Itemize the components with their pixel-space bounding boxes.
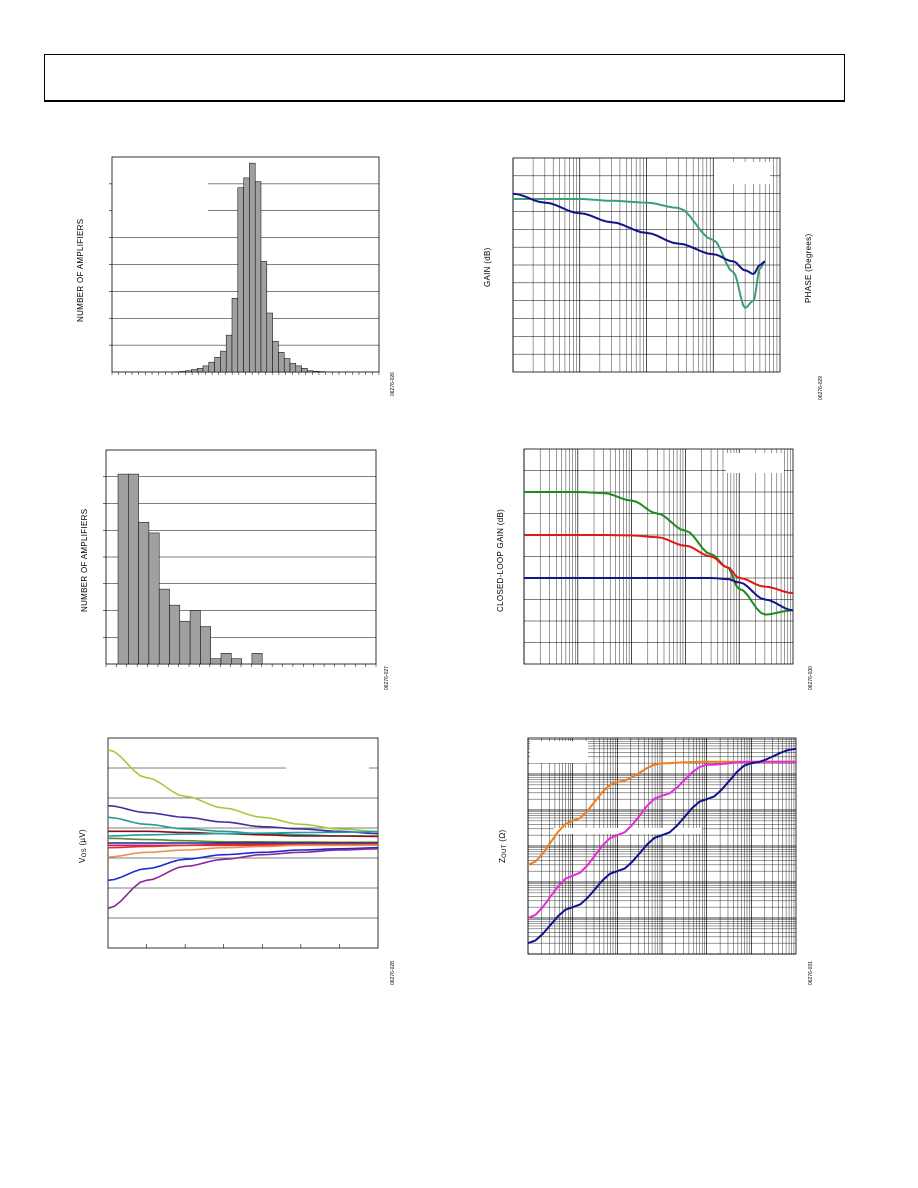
vos-series-6 xyxy=(107,837,378,844)
vos-series-5 xyxy=(107,831,378,837)
offset-histogram-bar xyxy=(225,334,233,373)
gain-phase-frame xyxy=(512,157,781,373)
zout-z2-curve xyxy=(527,760,796,919)
closed-loop-gain-high-curve xyxy=(524,491,794,616)
offset-histogram-bar xyxy=(231,298,239,373)
tcvos-histogram-bar xyxy=(179,620,191,665)
offset-histogram-bar xyxy=(237,187,244,373)
gain-phase-legend-box xyxy=(714,162,770,184)
tcvos-histogram-bar xyxy=(200,626,211,665)
zout-frame xyxy=(527,737,797,955)
tcvos-histogram-bar xyxy=(138,521,150,665)
vos-series-2 xyxy=(107,804,379,835)
offset-histogram-bar xyxy=(260,261,268,373)
offset-histogram-panel: NUMBER OF AMPLIFIERS 06276-026 xyxy=(70,150,410,410)
offset-histogram-bar xyxy=(266,312,273,373)
offset-histogram-figure-code: 06276-026 xyxy=(390,372,396,396)
closed-loop-gain-legend-box xyxy=(726,453,784,473)
gain-phase-chart xyxy=(512,157,781,373)
tcvos-histogram-bar xyxy=(210,658,222,665)
offset-histogram-bar xyxy=(214,357,221,373)
vos-series-11 xyxy=(107,846,379,882)
vos-panel: VOS (µV) 06276-028 xyxy=(70,730,410,992)
tcvos-histogram-bar xyxy=(158,588,170,665)
offset-histogram-bar xyxy=(191,369,198,373)
vos-chart xyxy=(107,737,379,949)
closed-loop-gain-chart xyxy=(523,448,794,665)
tcvos-histogram-bar xyxy=(128,473,139,665)
closed-loop-gain-panel: CLOSED-LOOP GAIN (dB) 06276-030 xyxy=(490,440,840,700)
offset-histogram-bar xyxy=(196,368,204,373)
tcvos-histogram-bar xyxy=(251,653,263,665)
offset-histogram-bar xyxy=(243,177,250,373)
offset-histogram-bar xyxy=(295,365,302,373)
offset-histogram-bar xyxy=(185,370,192,373)
zout-legend-box xyxy=(530,741,588,763)
offset-histogram-bar xyxy=(272,341,279,373)
zout-label-gap xyxy=(554,828,702,834)
offset-histogram-chart xyxy=(109,156,380,375)
vos-series-9 xyxy=(107,843,378,849)
tcvos-histogram-bar xyxy=(231,658,242,665)
offset-histogram-bar xyxy=(283,358,291,373)
zout-z3-curve xyxy=(527,747,797,945)
phase-curve xyxy=(513,198,766,309)
tcvos-histogram-bar xyxy=(189,610,201,665)
offset-histogram-bar xyxy=(202,365,210,373)
closed-loop-gain-mid-curve xyxy=(524,534,794,595)
vos-figure-code: 06276-028 xyxy=(390,961,396,985)
closed-loop-gain-low-curve xyxy=(524,577,794,612)
tcvos-histogram-bar xyxy=(220,653,232,665)
zout-panel: ZOUT (Ω) 06276-031 xyxy=(490,730,840,992)
gain-phase-panel: GAIN (dB) PHASE (Degrees) 06276-029 xyxy=(478,150,838,410)
offset-histogram-bar xyxy=(301,368,308,373)
closed-loop-gain-figure-code: 06276-030 xyxy=(808,666,814,690)
gain-curve xyxy=(512,192,766,275)
tcvos-histogram-panel: NUMBER OF AMPLIFIERS 06276-027 xyxy=(70,440,410,700)
tcvos-histogram-bar xyxy=(169,604,181,665)
offset-histogram-bar xyxy=(307,370,314,373)
vos-series-10 xyxy=(107,844,378,858)
vos-series-12 xyxy=(107,848,379,910)
tcvos-histogram-chart xyxy=(103,449,377,667)
offset-histogram-bar xyxy=(249,162,256,373)
zout-figure-code: 06276-031 xyxy=(808,961,814,985)
offset-histogram-bar xyxy=(278,352,285,373)
phase-y-label: PHASE (Degrees) xyxy=(804,233,813,303)
tcvos-histogram-bar xyxy=(117,473,129,665)
vos-series-4 xyxy=(108,830,379,838)
offset-histogram-bar xyxy=(312,371,320,373)
closed-loop-gain-frame xyxy=(523,448,794,665)
zout-chart xyxy=(527,737,797,955)
vos-series-1 xyxy=(107,748,379,833)
tcvos-histogram-bar xyxy=(148,532,160,665)
tcvos-histogram-figure-code: 06276-027 xyxy=(384,666,390,690)
gain-phase-figure-code: 06276-029 xyxy=(818,376,824,400)
page-header-box xyxy=(44,54,845,102)
offset-histogram-bar xyxy=(289,363,297,373)
offset-histogram-bar xyxy=(254,181,262,373)
offset-histogram-bar xyxy=(220,350,227,373)
offset-histogram-bar xyxy=(208,361,215,373)
